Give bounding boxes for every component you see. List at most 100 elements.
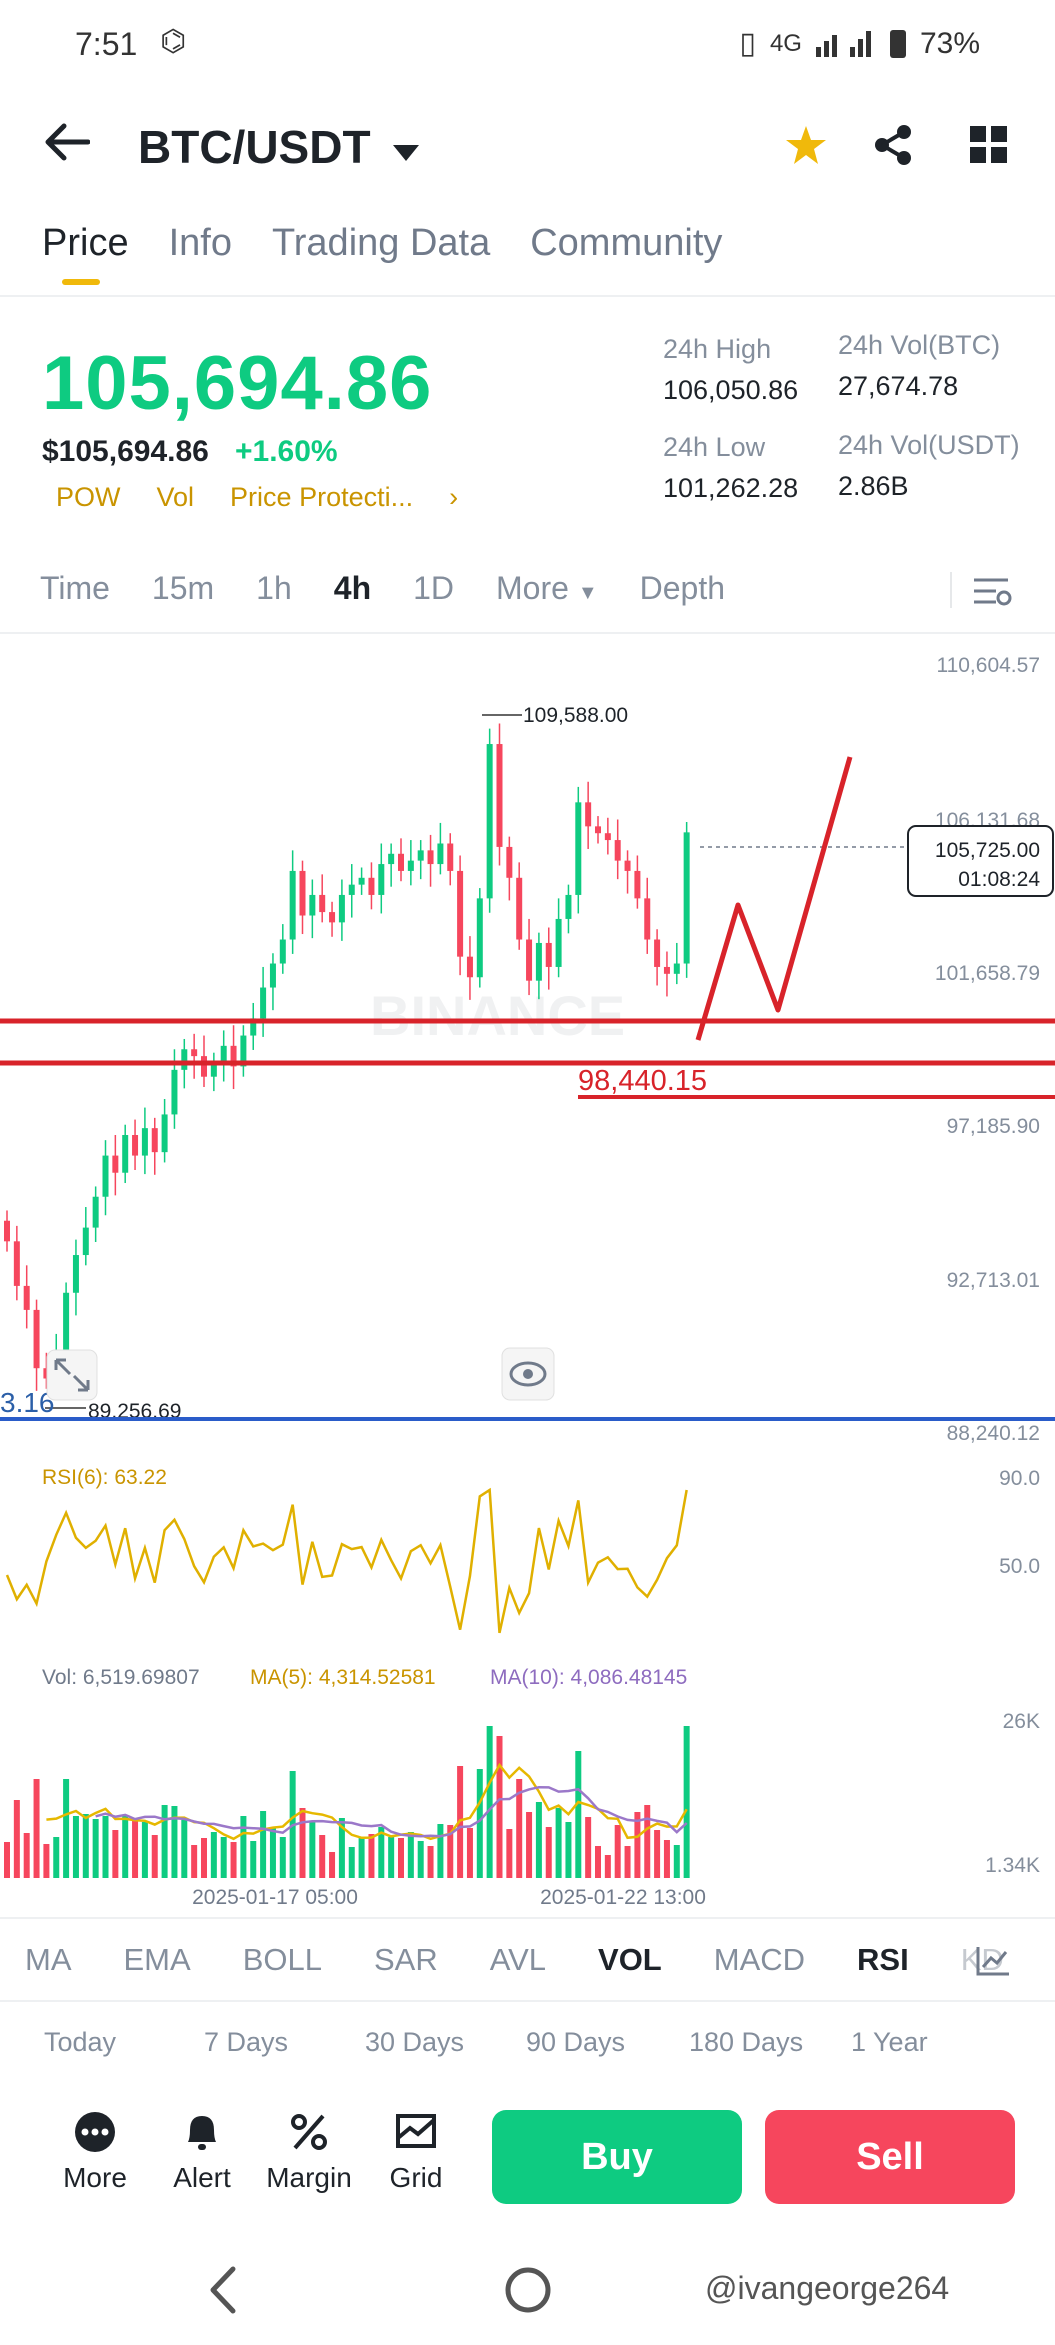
token-tags[interactable]: POW Vol Price Protecti... ›: [56, 482, 458, 513]
volume-bar: [161, 1805, 168, 1878]
grid-button[interactable]: Grid: [361, 2110, 471, 2194]
candle-body: [329, 912, 336, 923]
nav-home-icon[interactable]: [503, 2265, 553, 2315]
stat-value: 2.86B: [838, 471, 909, 501]
volume-bar: [496, 1736, 503, 1878]
network-label: 4G: [769, 29, 802, 57]
chevron-right-icon[interactable]: ›: [449, 482, 459, 512]
candle-body: [112, 1155, 119, 1173]
margin-button[interactable]: Margin: [254, 2110, 364, 2194]
indicator-boll[interactable]: BOLL: [242, 1942, 322, 1977]
candle-body: [358, 877, 365, 885]
volume-bar: [644, 1805, 651, 1878]
indicator-sar[interactable]: SAR: [373, 1942, 438, 1977]
tag-pow[interactable]: POW: [56, 482, 121, 512]
candle-body: [545, 942, 552, 967]
buy-button[interactable]: Buy: [492, 2110, 742, 2204]
tab-trading-data[interactable]: Trading Data: [271, 222, 491, 264]
more-label: More: [63, 2162, 127, 2193]
nav-back-icon[interactable]: [205, 2265, 241, 2315]
tab-info[interactable]: Info: [168, 222, 232, 264]
indicator-vol[interactable]: VOL: [598, 1942, 662, 1977]
volume-bar: [673, 1845, 680, 1878]
volume-bar: [269, 1828, 276, 1878]
more-icon: [75, 2112, 115, 2152]
volume-bar: [13, 1800, 20, 1878]
y-tick: 97,185.90: [947, 1115, 1040, 1138]
candle-body: [368, 877, 375, 895]
volume-bar: [407, 1832, 414, 1878]
period-1-year: 1 Year: [851, 2027, 928, 2057]
tag-price-protection[interactable]: Price Protecti...: [230, 482, 414, 512]
status-bar: 7:51 ⌬ ▯ 4G 73%: [0, 0, 1055, 90]
volume-bar: [466, 1828, 473, 1878]
volume-bar: [398, 1838, 404, 1878]
grid-menu-icon[interactable]: [970, 126, 1008, 164]
stat-24h-vol-btc: 24h Vol(BTC) 27,674.78: [838, 330, 1000, 402]
tab-community[interactable]: Community: [530, 222, 723, 264]
volume-bar: [358, 1837, 365, 1878]
tag-vol[interactable]: Vol: [156, 482, 195, 512]
tab-price[interactable]: Price: [42, 222, 129, 285]
price-chart[interactable]: BINANCE 110,604.57 106,131.68 101,658.79…: [0, 640, 1055, 1925]
indicator-settings-icon[interactable]: [975, 1945, 1011, 1977]
volume-bar: [329, 1852, 336, 1878]
stat-24h-high: 24h High 106,050.86: [663, 334, 798, 406]
favorite-star-icon[interactable]: [784, 124, 828, 166]
indicator-kd[interactable]: KD: [960, 1942, 1004, 1977]
volume-bar: [476, 1769, 483, 1878]
indicator-ma[interactable]: MA: [25, 1942, 72, 1977]
battery-icon: [889, 29, 906, 58]
volume-bar: [43, 1844, 50, 1878]
share-icon[interactable]: [872, 124, 914, 166]
status-icons: ▯ 4G 73%: [739, 26, 980, 61]
visibility-toggle[interactable]: [501, 1347, 555, 1401]
alert-button[interactable]: Alert: [147, 2110, 257, 2194]
candle-body: [201, 1056, 207, 1077]
candle-body: [624, 860, 631, 871]
fullscreen-button[interactable]: [46, 1349, 98, 1401]
indicator-ema[interactable]: EMA: [123, 1942, 191, 1977]
page-tabs: Price Info Trading Data Community: [42, 222, 723, 285]
volume-bar: [535, 1802, 542, 1878]
candle-body: [683, 832, 690, 964]
indicator-macd[interactable]: MACD: [713, 1942, 806, 1977]
chart-settings-icon[interactable]: [972, 574, 1012, 608]
pair-selector[interactable]: BTC/USDT: [138, 120, 421, 174]
candle-body: [191, 1049, 198, 1057]
chevron-down-icon: [393, 145, 420, 161]
candle-body: [348, 884, 355, 895]
candle-body: [132, 1135, 139, 1156]
y-tick: 92,713.01: [947, 1269, 1040, 1292]
candle-body: [614, 840, 621, 861]
candle-body: [220, 1045, 227, 1063]
timeframe-15m[interactable]: 15m: [151, 570, 215, 606]
volume-bar: [516, 1779, 523, 1878]
candle-body: [82, 1227, 89, 1256]
grid-bot-icon: [396, 2114, 436, 2148]
vol-tick: 26K: [1003, 1710, 1040, 1733]
sell-button[interactable]: Sell: [765, 2110, 1015, 2204]
more-button[interactable]: More: [40, 2110, 150, 2194]
timeframe-1h[interactable]: 1h: [256, 570, 292, 606]
volume-bar: [220, 1837, 227, 1878]
vol-ma10-line: [95, 1785, 688, 1838]
timeframe-1d[interactable]: 1D: [413, 570, 455, 606]
timeframe-more[interactable]: More ▼: [496, 570, 598, 607]
volume-bar: [141, 1822, 148, 1878]
timeframe-time[interactable]: Time: [40, 570, 110, 606]
candle-body: [151, 1128, 158, 1153]
candle-body: [604, 833, 611, 841]
volume-bar: [555, 1808, 562, 1878]
volume-bar: [23, 1833, 30, 1878]
back-button[interactable]: [44, 122, 91, 167]
timeframe-depth[interactable]: Depth: [639, 570, 725, 606]
x-tick: 2025-01-17 05:00: [192, 1886, 358, 1909]
indicator-avl[interactable]: AVL: [489, 1942, 547, 1977]
timeframe-4h[interactable]: 4h: [333, 570, 372, 606]
current-price-value: 105,725.00: [935, 839, 1040, 862]
y-tick: 110,604.57: [936, 654, 1040, 677]
indicator-rsi[interactable]: RSI: [857, 1942, 909, 1977]
volume-bar: [319, 1835, 326, 1878]
rsi-tick: 90.0: [999, 1467, 1040, 1490]
